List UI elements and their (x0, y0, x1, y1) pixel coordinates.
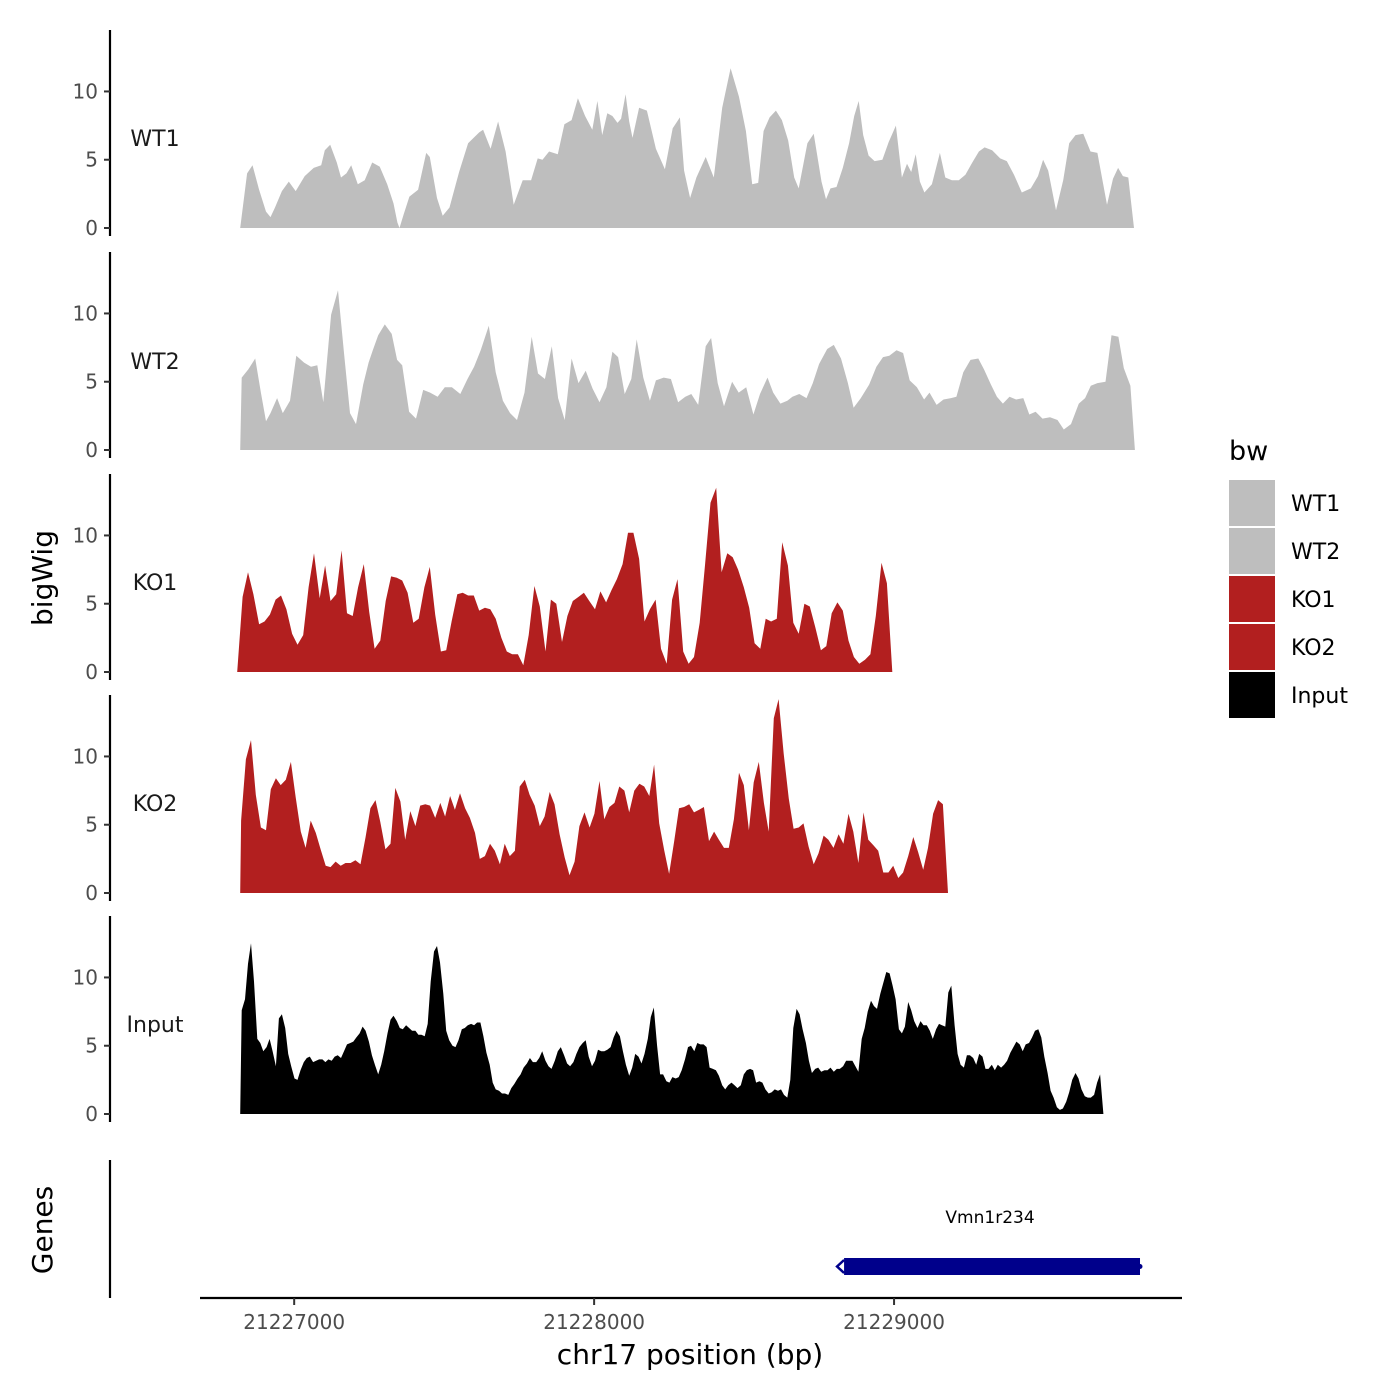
legend-swatch (1229, 576, 1275, 622)
legend-item-ko1: KO1 (1229, 576, 1336, 622)
coverage-area-input (240, 943, 1104, 1114)
track-ko1: 0 5 10 KO1 (73, 474, 893, 684)
y-tick-label: 10 (73, 965, 98, 989)
legend-label: Input (1291, 684, 1348, 709)
legend-item-ko2: KO2 (1229, 624, 1336, 670)
track-label: Input (127, 1013, 184, 1038)
y-tick-label: 5 (85, 370, 98, 394)
coverage-area-ko2 (240, 699, 948, 893)
x-tick-label: 21227000 (243, 1310, 345, 1334)
genes-panel: Vmn1r234 (108, 1160, 1143, 1298)
gene-label: Vmn1r234 (945, 1208, 1034, 1228)
y-tick-label: 0 (85, 438, 98, 462)
legend-label: KO1 (1291, 588, 1336, 613)
legend-label: WT2 (1291, 540, 1340, 565)
y-tick-label: 5 (85, 148, 98, 172)
y-tick-label: 5 (85, 813, 98, 837)
track-ko2: 0 5 10 KO2 (73, 695, 948, 905)
y-tick-label: 10 (73, 301, 98, 325)
legend-swatch (1229, 672, 1275, 718)
y-tick-label: 0 (85, 881, 98, 905)
legend-item-wt2: WT2 (1229, 528, 1340, 574)
legend-label: KO2 (1291, 636, 1336, 661)
coverage-area-wt2 (240, 290, 1135, 450)
gene-body (844, 1258, 1141, 1275)
x-tick-label: 21229000 (843, 1310, 945, 1334)
legend-label: WT1 (1291, 492, 1340, 517)
y-tick-label: 0 (85, 660, 98, 684)
track-label: WT1 (130, 127, 179, 152)
y-tick-label: 10 (73, 523, 98, 547)
y-tick-label: 0 (85, 216, 98, 240)
coverage-area-wt1 (240, 68, 1134, 228)
genes-axis-title: Genes (26, 1186, 59, 1274)
legend-item-input: Input (1229, 672, 1348, 718)
x-axis: 21227000 21228000 21229000 (200, 1296, 1182, 1334)
y-tick-label: 5 (85, 1034, 98, 1058)
y-tick-label: 5 (85, 592, 98, 616)
x-tick-label: 21228000 (543, 1310, 645, 1334)
track-label: KO2 (133, 792, 178, 817)
y-tick-label: 10 (73, 744, 98, 768)
track-wt1: 0 5 10 WT1 (73, 30, 1134, 240)
y-tick-label: 0 (85, 1102, 98, 1126)
legend: WT1 WT2 KO1 KO2 Input (1229, 480, 1348, 718)
strand-arrow-icon (835, 1259, 845, 1274)
track-label: WT2 (130, 350, 179, 375)
legend-item-wt1: WT1 (1229, 480, 1340, 526)
track-input: 0 5 10 Input (73, 916, 1104, 1126)
track-wt2: 0 5 10 WT2 (73, 252, 1135, 462)
legend-swatch (1229, 624, 1275, 670)
tracks-layer: 0 5 10 WT1 0 5 10 WT2 0 5 10 KO1 0 5 10 KO2 0 5 10 Input (73, 30, 1135, 1126)
legend-swatch (1229, 480, 1275, 526)
gene-end-marker (1137, 1264, 1143, 1269)
coverage-area-ko1 (237, 487, 893, 672)
track-label: KO1 (133, 571, 178, 596)
y-tick-label: 10 (73, 79, 98, 103)
x-axis-title: chr17 position (bp) (557, 1338, 823, 1371)
y-axis-title: bigWig (26, 530, 59, 626)
legend-title: bw (1229, 436, 1268, 467)
legend-swatch (1229, 528, 1275, 574)
